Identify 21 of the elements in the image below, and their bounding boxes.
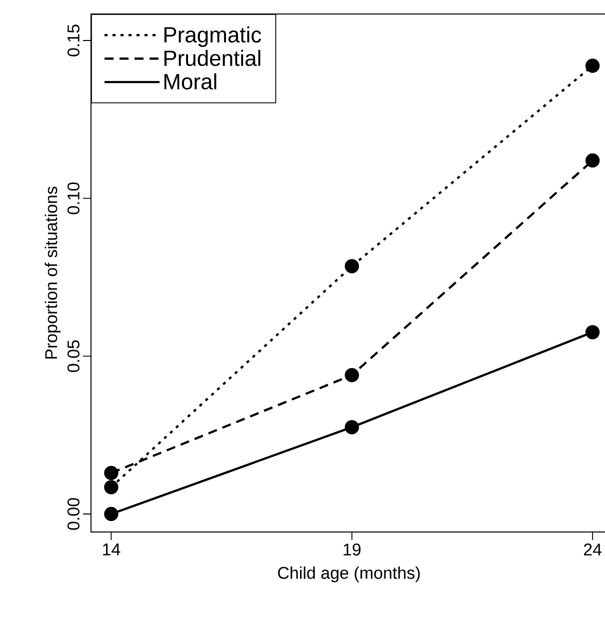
point: [344, 259, 359, 274]
legend-label: Pragmatic: [164, 26, 262, 47]
point: [585, 153, 600, 168]
y-axis-title: Proportion of situations: [44, 186, 61, 359]
point: [585, 325, 600, 340]
point: [104, 506, 118, 522]
legend-label: Prudential: [164, 50, 260, 66]
x-axis-title: Child age (months): [278, 566, 420, 582]
y-tick-label: 0.05: [67, 340, 80, 372]
legend-label: Moral: [164, 73, 216, 90]
x-tick-label: 24: [584, 544, 602, 556]
point: [104, 480, 118, 494]
point: [344, 420, 359, 434]
y-tick-label: 0.00: [67, 498, 80, 530]
point: [104, 466, 118, 480]
y-tick-label: 0.10: [67, 182, 80, 214]
point: [585, 58, 600, 73]
x-tick-label: 19: [344, 544, 361, 556]
x-tick-label: 14: [103, 544, 120, 556]
point: [344, 368, 359, 382]
y-tick-label: 0.15: [67, 24, 80, 56]
